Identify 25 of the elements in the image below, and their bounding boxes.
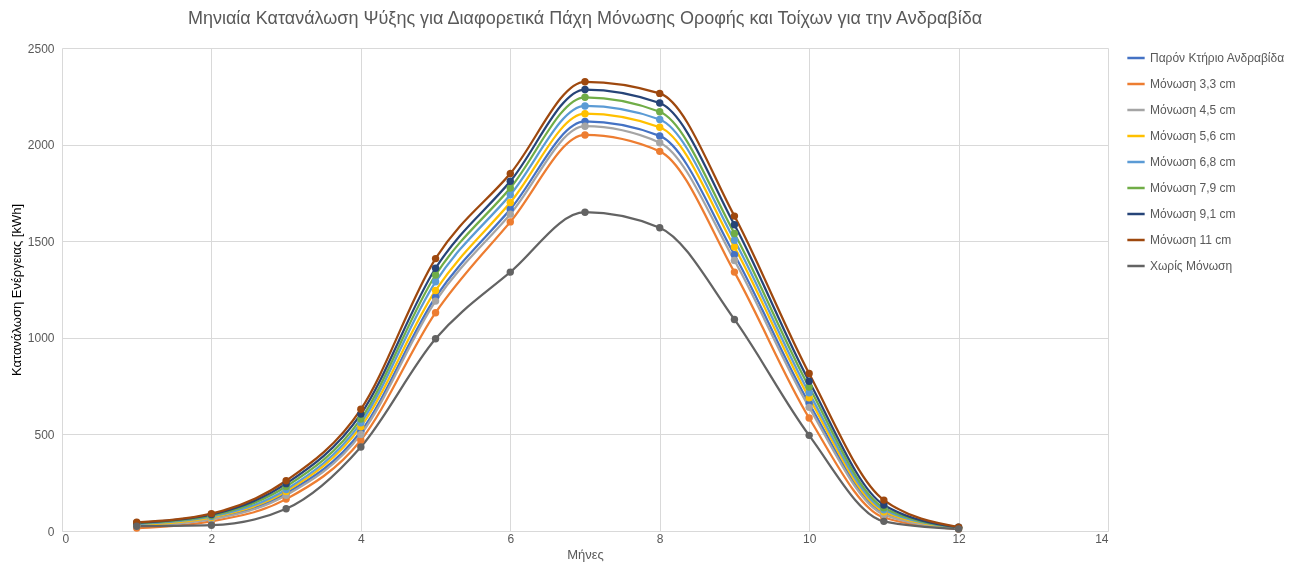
y-tick-label: 1500 xyxy=(27,234,55,249)
legend-label: Μόνωση 6,8 cm xyxy=(1150,155,1236,169)
x-tick-label: 14 xyxy=(1095,531,1109,546)
x-tick-label: 6 xyxy=(507,531,515,546)
legend-label: Μόνωση 3,3 cm xyxy=(1150,77,1236,91)
x-tick-label: 10 xyxy=(802,531,817,546)
x-tick-label: 0 xyxy=(62,531,70,546)
y-axis-title: Κατανάλωση Ενέργειας [kWh] xyxy=(8,204,24,376)
legend-label: Χωρίς Μόνωση xyxy=(1150,259,1233,273)
y-tick-label: 2500 xyxy=(27,41,55,56)
legend-label: Μόνωση 9,1 cm xyxy=(1150,207,1236,221)
x-tick-label: 4 xyxy=(358,531,366,546)
y-tick-label: 2000 xyxy=(27,138,55,153)
legend-label: Μόνωση 5,6 cm xyxy=(1150,129,1236,143)
y-tick-label: 500 xyxy=(34,427,55,442)
legend-label: Παρόν Κτήριο Ανδραβίδα xyxy=(1150,51,1285,65)
x-tick-label: 8 xyxy=(656,531,664,546)
y-tick-label: 1000 xyxy=(27,331,55,346)
legend-label: Μόνωση 11 cm xyxy=(1150,233,1232,247)
x-tick-label: 12 xyxy=(952,531,967,546)
legend-label: Μόνωση 7,9 cm xyxy=(1150,181,1236,195)
x-tick-label: 2 xyxy=(208,531,216,546)
legend-label: Μόνωση 4,5 cm xyxy=(1150,103,1236,117)
x-axis-title: Μήνες xyxy=(567,546,604,562)
chart-title: Μηνιαία Κατανάλωση Ψύξης για Διαφορετικά Πάχη Μόνωσης Οροφής και Τοίχων για την Ανδραβίδα xyxy=(187,8,983,28)
